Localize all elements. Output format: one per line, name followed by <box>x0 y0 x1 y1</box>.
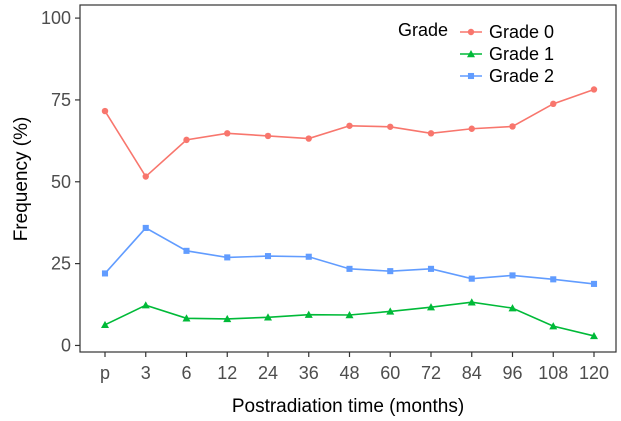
legend-swatch-marker <box>467 72 475 80</box>
data-point-grade-0 <box>509 123 516 130</box>
x-tick-label: 36 <box>299 363 319 383</box>
data-point-grade-0 <box>550 100 557 108</box>
data-point-grade-2 <box>224 254 231 261</box>
x-tick-label: p <box>100 363 110 383</box>
data-point-grade-0 <box>264 132 272 140</box>
series-grade-2 <box>101 224 598 287</box>
data-point-grade-1 <box>264 313 272 321</box>
legend-label: Grade 1 <box>489 44 554 64</box>
x-tick-label: 24 <box>258 363 278 383</box>
x-tick-label: 6 <box>181 363 191 383</box>
x-axis-title: Postradiation time (months) <box>232 396 464 417</box>
data-point-grade-2 <box>183 247 190 254</box>
series-line-grade-2 <box>104 226 595 285</box>
data-point-grade-1 <box>508 304 517 312</box>
data-point-grade-1 <box>141 301 150 309</box>
legend-swatch-marker <box>467 28 475 36</box>
data-point-grade-0 <box>346 122 353 129</box>
data-point-grade-0 <box>427 130 435 137</box>
data-point-grade-1 <box>386 307 395 315</box>
data-point-grade-0 <box>224 130 231 137</box>
y-tick-label: 100 <box>41 8 71 28</box>
legend-title: Grade <box>398 20 448 40</box>
series-grade-1 <box>101 298 598 340</box>
data-point-grade-1 <box>182 314 191 322</box>
data-point-grade-1 <box>304 310 313 318</box>
data-point-grade-1 <box>101 320 109 329</box>
data-point-grade-0 <box>101 107 109 115</box>
series-grade-0 <box>101 86 598 180</box>
legend-label: Grade 2 <box>489 66 554 86</box>
data-point-grade-2 <box>509 272 516 279</box>
legend-item-grade-0: Grade 0 <box>460 22 554 42</box>
data-point-grade-2 <box>305 253 312 260</box>
data-point-grade-0 <box>590 86 598 93</box>
legend-item-grade-1: Grade 1 <box>460 44 554 64</box>
x-tick-label: 48 <box>339 363 359 383</box>
x-tick-label: 12 <box>217 363 237 383</box>
x-tick-label: 84 <box>462 363 482 383</box>
data-point-grade-2 <box>346 265 353 272</box>
y-tick-label: 50 <box>51 172 71 192</box>
series-layer <box>101 86 598 340</box>
y-axis-title: Frequency (%) <box>11 117 32 242</box>
series-line-grade-1 <box>104 301 595 337</box>
data-point-grade-0 <box>305 135 312 142</box>
data-point-grade-2 <box>427 265 435 272</box>
series-line-grade-0 <box>104 88 595 178</box>
y-tick-label: 25 <box>51 254 71 274</box>
data-point-grade-0 <box>387 123 394 130</box>
x-tick-label: 60 <box>380 363 400 383</box>
data-point-grade-0 <box>468 125 475 132</box>
data-point-grade-2 <box>550 276 557 283</box>
data-point-grade-2 <box>142 224 149 231</box>
panel-border <box>79 4 617 353</box>
data-point-grade-2 <box>468 275 475 282</box>
y-axis: 0 25 50 75 100 <box>41 8 80 355</box>
data-point-grade-0 <box>183 136 190 144</box>
x-axis: p 3 6 12 24 36 48 60 72 84 96 108 120 <box>100 352 609 383</box>
y-tick-label: 75 <box>51 90 71 110</box>
data-point-grade-2 <box>264 253 272 260</box>
data-point-grade-0 <box>142 173 149 180</box>
data-point-grade-2 <box>101 270 109 277</box>
data-point-grade-1 <box>345 311 354 319</box>
data-point-grade-1 <box>590 331 598 340</box>
data-point-grade-1 <box>549 322 558 330</box>
x-tick-label: 108 <box>538 363 568 383</box>
data-point-grade-2 <box>590 280 598 287</box>
legend-label: Grade 0 <box>489 22 554 42</box>
data-point-grade-1 <box>427 303 435 311</box>
data-point-grade-2 <box>387 268 394 275</box>
x-tick-label: 96 <box>502 363 522 383</box>
x-tick-label: 3 <box>141 363 151 383</box>
legend-swatch-marker <box>467 50 475 58</box>
y-tick-label: 0 <box>61 335 71 355</box>
x-tick-label: 72 <box>421 363 441 383</box>
x-tick-label: 120 <box>579 363 609 383</box>
legend-item-grade-2: Grade 2 <box>460 66 554 86</box>
data-point-grade-1 <box>223 314 232 323</box>
data-point-grade-1 <box>467 298 476 306</box>
